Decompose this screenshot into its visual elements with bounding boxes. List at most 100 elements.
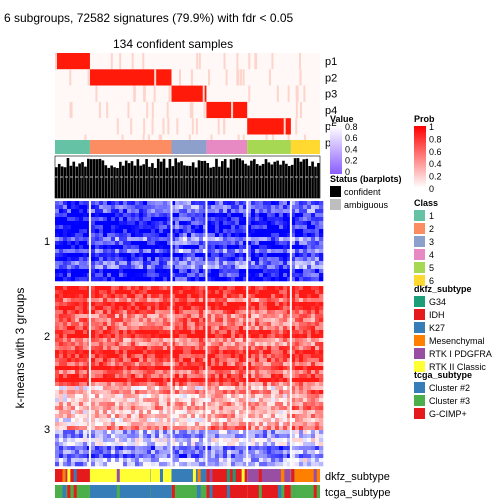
- tcga-speck: [73, 485, 77, 498]
- heat-cell: [319, 277, 324, 282]
- heat-cell: [131, 438, 136, 443]
- heat-cell: [227, 253, 232, 258]
- heat-cell: [203, 346, 208, 351]
- heat-cell: [139, 458, 144, 463]
- heat-cell: [123, 442, 128, 447]
- heat-cell: [127, 221, 132, 226]
- heat-cell: [155, 225, 160, 230]
- silhouette-bar: [63, 167, 67, 198]
- heat-cell: [55, 402, 60, 407]
- silhouette-bar: [244, 163, 247, 198]
- heat-cell: [79, 446, 84, 451]
- heat-cell: [183, 362, 188, 367]
- heat-cell: [119, 446, 124, 451]
- heat-cell: [99, 273, 104, 278]
- heat-cell: [143, 398, 148, 403]
- heat-cell: [131, 346, 136, 351]
- heat-cell: [191, 362, 196, 367]
- heat-cell: [103, 438, 108, 443]
- heat-cell: [311, 277, 316, 282]
- heat-cell: [239, 442, 244, 447]
- heat-cell: [231, 394, 236, 399]
- heat-cell: [175, 201, 180, 206]
- heat-cell: [287, 430, 292, 435]
- heat-cell: [283, 326, 288, 331]
- heat-cell: [291, 358, 296, 363]
- heat-cell: [223, 390, 228, 395]
- heat-cell: [115, 217, 120, 222]
- heat-cell: [203, 394, 208, 399]
- heat-cell: [243, 386, 248, 391]
- heat-cell: [79, 374, 84, 379]
- heat-cell: [171, 233, 176, 238]
- heat-cell: [295, 398, 300, 403]
- heat-cell: [231, 273, 236, 278]
- heat-cell: [299, 237, 304, 242]
- heat-cell: [295, 338, 300, 343]
- heat-cell: [191, 249, 196, 254]
- heat-cell: [95, 366, 100, 371]
- heat-cell: [139, 394, 144, 399]
- heat-cell: [223, 430, 228, 435]
- heat-cell: [267, 430, 272, 435]
- heat-cell: [231, 294, 236, 299]
- heat-cell: [127, 386, 132, 391]
- heat-cell: [315, 229, 320, 234]
- heat-cell: [239, 314, 244, 319]
- legend-tcga-item: G-CIMP+: [429, 409, 467, 419]
- heat-cell: [115, 346, 120, 351]
- heat-cell: [111, 334, 116, 339]
- heat-cell: [143, 410, 148, 415]
- heat-cell: [163, 225, 168, 230]
- heat-cell: [267, 233, 272, 238]
- heat-cell: [219, 257, 224, 262]
- heat-cell: [271, 358, 276, 363]
- heat-cell: [135, 249, 140, 254]
- prob-speck: [69, 101, 72, 119]
- heat-cell: [247, 402, 252, 407]
- heat-cell: [307, 402, 312, 407]
- heat-cell: [211, 241, 216, 246]
- heat-cell: [155, 382, 160, 387]
- heat-cell: [263, 370, 268, 375]
- silhouette-bar: [212, 166, 215, 198]
- heat-cell: [143, 294, 148, 299]
- heat-cell: [299, 201, 304, 206]
- silhouette-bar: [220, 161, 224, 198]
- heat-cell: [75, 241, 80, 246]
- heat-cell: [319, 290, 324, 295]
- heat-cell: [83, 217, 88, 222]
- heat-cell: [127, 354, 132, 359]
- heat-cell: [91, 386, 96, 391]
- heat-cell: [103, 406, 108, 411]
- heat-cell: [295, 225, 300, 230]
- heat-cell: [299, 217, 304, 222]
- heat-cell: [311, 265, 316, 270]
- heat-cell: [167, 402, 172, 407]
- heat-cell: [127, 205, 132, 210]
- heat-cell: [211, 358, 216, 363]
- heat-cell: [183, 338, 188, 343]
- heat-cell: [235, 434, 240, 439]
- heat-cell: [163, 213, 168, 218]
- heat-cell: [75, 306, 80, 311]
- heat-cell: [299, 426, 304, 431]
- heat-cell: [283, 454, 288, 459]
- heat-cell: [199, 261, 204, 266]
- legend-class-swatch: [414, 210, 425, 221]
- heat-cell: [307, 338, 312, 343]
- heat-cell: [263, 217, 268, 222]
- heat-cell: [287, 346, 292, 351]
- heat-cell: [219, 334, 224, 339]
- heat-cell: [67, 306, 72, 311]
- heat-cell: [199, 229, 204, 234]
- heat-cell: [267, 342, 272, 347]
- heat-cell: [147, 306, 152, 311]
- heat-cell: [119, 414, 124, 419]
- heat-cell: [115, 370, 120, 375]
- heat-cell: [195, 418, 200, 423]
- heat-cell: [287, 269, 292, 274]
- heat-cell: [111, 241, 116, 246]
- heat-cell: [223, 370, 228, 375]
- heat-cell: [191, 442, 196, 447]
